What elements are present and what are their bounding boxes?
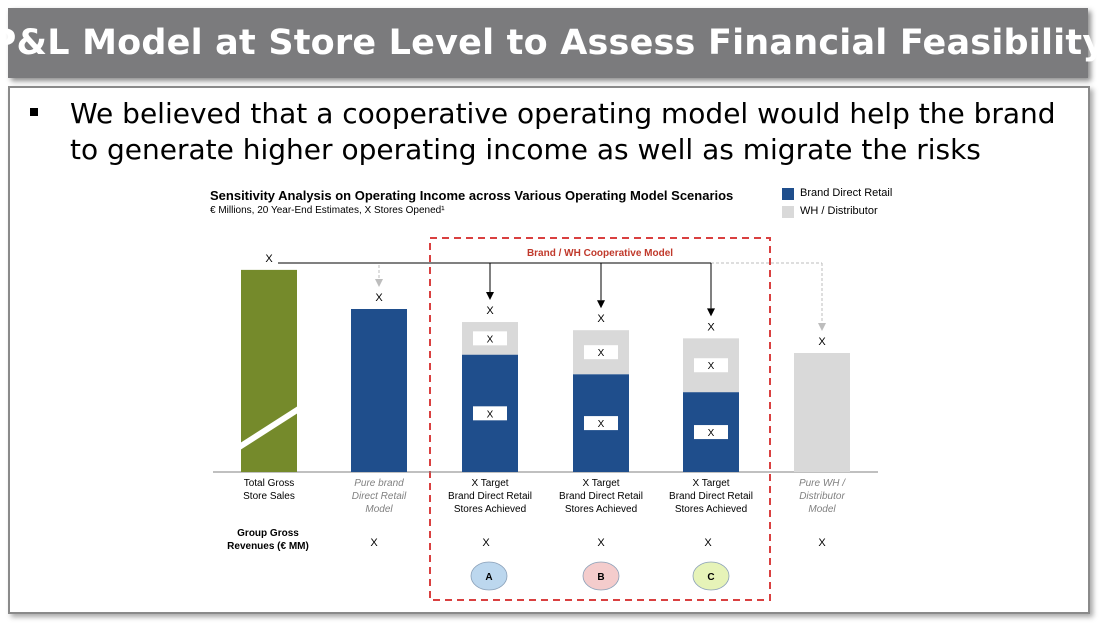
cooperative-model-label: Brand / WH Cooperative Model xyxy=(527,248,673,259)
bar-5-wh-distributor xyxy=(794,353,850,472)
arrowhead-3 xyxy=(597,300,605,309)
arrowhead-4 xyxy=(707,308,715,317)
segment-label-3-0: X xyxy=(598,419,605,430)
chart-title: Sensitivity Analysis on Operating Income… xyxy=(210,188,734,203)
category-label-2-2: Stores Achieved xyxy=(454,504,526,515)
segment-label-box-4-0 xyxy=(694,425,728,440)
scenario-badge-a xyxy=(470,561,508,591)
revenue-value-2: X xyxy=(482,537,490,549)
title-bar: P&L Model at Store Level to Assess Finan… xyxy=(0,8,1105,78)
legend-swatch-brand-direct-retail xyxy=(782,188,794,200)
scenario-badge-c xyxy=(692,561,730,591)
segment-label-2-1: X xyxy=(487,334,494,345)
revenue-value-4: X xyxy=(704,537,712,549)
bullet-text: We believed that a cooperative operating… xyxy=(70,97,1056,166)
category-label-4-2: Stores Achieved xyxy=(675,504,747,515)
arrowhead-1 xyxy=(375,279,383,287)
category-label-3-0: X Target xyxy=(582,478,619,489)
bar-top-label-0: X xyxy=(265,253,273,265)
revenue-value-3: X xyxy=(597,537,605,549)
category-label-5-1: Distributor xyxy=(799,491,845,502)
segment-label-box-2-1 xyxy=(473,331,507,346)
bullet-marker xyxy=(30,108,38,116)
row-label-line-2: Revenues (€ MM) xyxy=(227,541,309,552)
segment-label-4-0: X xyxy=(708,428,715,439)
segment-label-2-0: X xyxy=(487,409,494,420)
segment-label-3-1: X xyxy=(598,348,605,359)
bar-top-label-2: X xyxy=(486,305,494,317)
revenue-value-1: X xyxy=(370,537,378,549)
bar-1-brand-direct-retail xyxy=(351,309,407,472)
category-label-0-0: Total Gross xyxy=(244,478,295,489)
category-label-0-1: Store Sales xyxy=(243,491,295,502)
bar-top-label-5: X xyxy=(818,336,826,348)
bar-top-label-1: X xyxy=(375,292,383,304)
page-title: P&L Model at Store Level to Assess Finan… xyxy=(0,23,1106,63)
scenario-badge-label-b: B xyxy=(597,572,604,583)
cooperative-model-box xyxy=(429,237,771,601)
arrowhead-2 xyxy=(486,292,494,301)
axis-break-mark xyxy=(237,404,301,452)
category-label-1-0: Pure brand xyxy=(354,478,404,489)
legend-swatch-wh-distributor xyxy=(782,206,794,218)
revenue-value-5: X xyxy=(818,537,826,549)
category-label-2-0: X Target xyxy=(471,478,508,489)
legend-label-brand-direct-retail: Brand Direct Retail xyxy=(800,187,893,199)
arrowhead-5 xyxy=(818,323,826,332)
category-label-4-0: X Target xyxy=(692,478,729,489)
category-label-3-2: Stores Achieved xyxy=(565,504,637,515)
row-label-line-1: Group Gross xyxy=(237,528,299,539)
segment-label-box-2-0 xyxy=(473,406,507,421)
scenario-badge-b xyxy=(582,561,620,591)
category-label-1-1: Direct Retail xyxy=(352,491,407,502)
segment-label-box-4-1 xyxy=(694,358,728,373)
category-label-3-1: Brand Direct Retail xyxy=(559,491,643,502)
chart-subtitle: € Millions, 20 Year-End Estimates, X Sto… xyxy=(210,205,445,216)
category-label-5-2: Model xyxy=(808,504,836,515)
category-label-2-1: Brand Direct Retail xyxy=(448,491,532,502)
scenario-badge-label-c: C xyxy=(707,572,714,583)
scenario-badge-label-a: A xyxy=(485,572,492,583)
segment-label-box-3-0 xyxy=(584,416,618,431)
legend-label-wh-distributor: WH / Distributor xyxy=(800,205,878,217)
bar-top-label-3: X xyxy=(597,313,605,325)
content-panel xyxy=(8,86,1090,614)
category-label-1-2: Model xyxy=(365,504,393,515)
bar-top-label-4: X xyxy=(707,321,715,333)
category-label-5-0: Pure WH / xyxy=(799,478,846,489)
segment-label-box-3-1 xyxy=(584,345,618,360)
segment-label-4-1: X xyxy=(708,361,715,372)
category-label-4-1: Brand Direct Retail xyxy=(669,491,753,502)
